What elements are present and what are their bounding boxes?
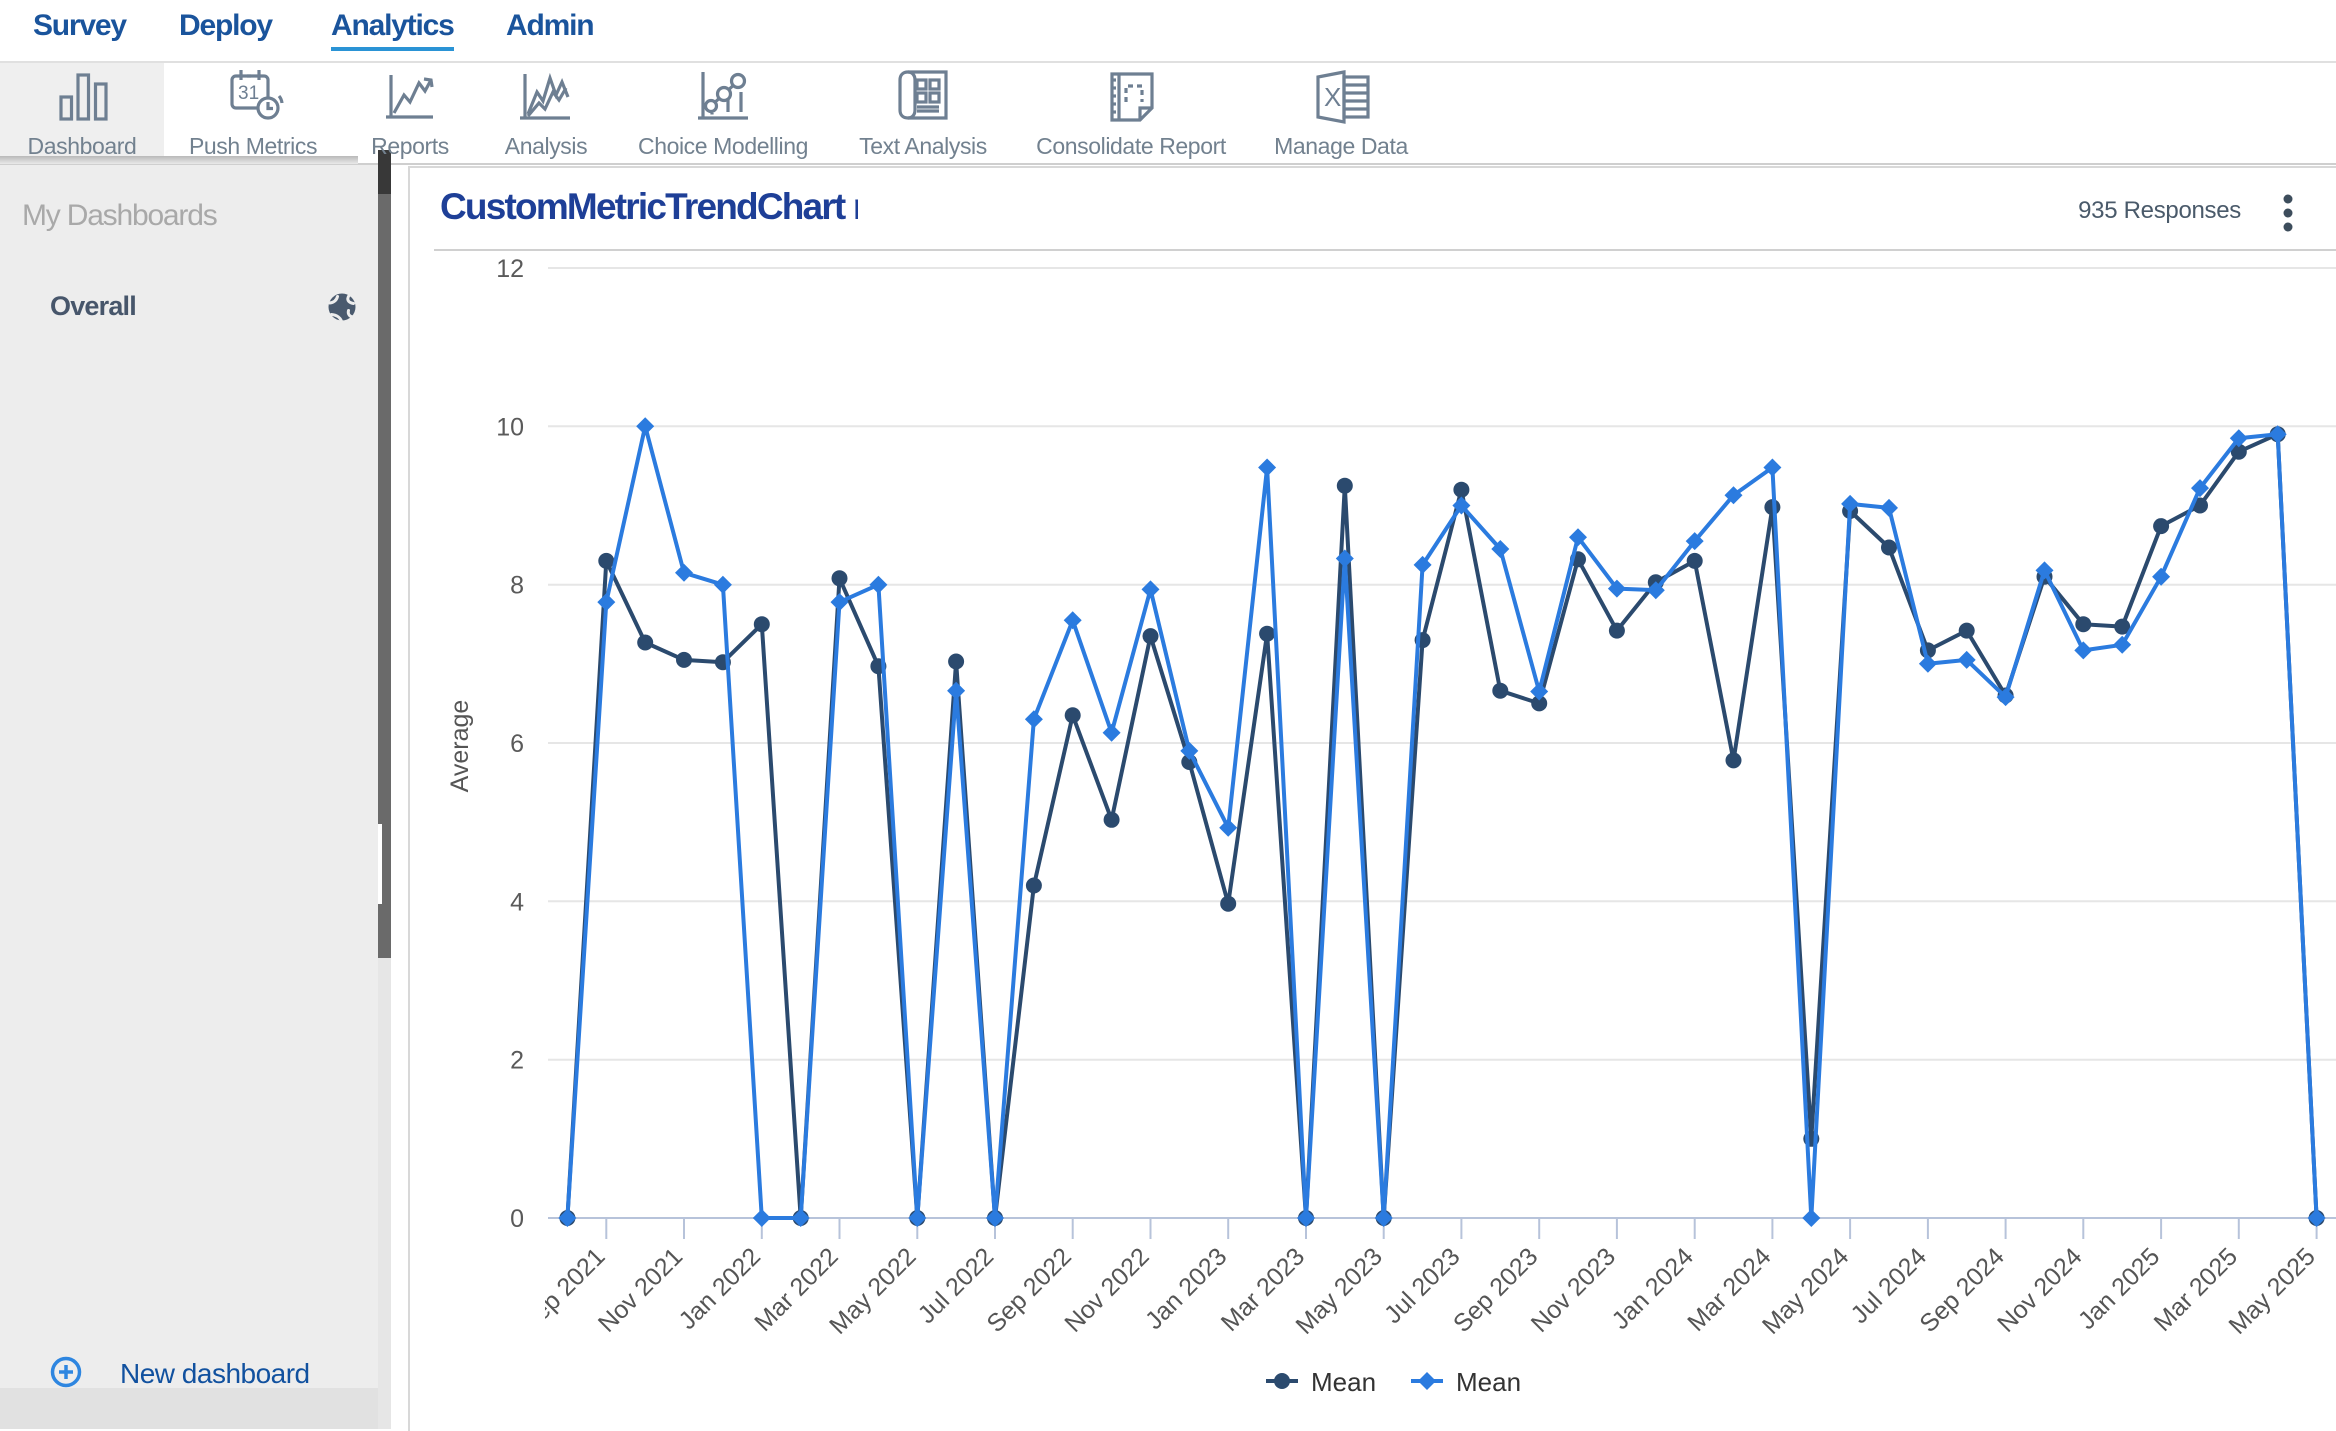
svg-text:10: 10 xyxy=(496,413,524,441)
svg-text:31: 31 xyxy=(238,83,259,104)
svg-text:4: 4 xyxy=(510,888,524,916)
svg-text:6: 6 xyxy=(510,730,524,758)
svg-text:Nov 2024: Nov 2024 xyxy=(1992,1242,2088,1338)
svg-text:Sep 2022: Sep 2022 xyxy=(981,1242,1076,1337)
svg-text:Mean: Mean xyxy=(1311,1367,1376,1397)
svg-text:May 2024: May 2024 xyxy=(1757,1242,1855,1340)
svg-text:Sep 2024: Sep 2024 xyxy=(1914,1242,2010,1338)
svg-text:Average: Average xyxy=(446,700,474,793)
svg-text:0: 0 xyxy=(510,1205,524,1233)
svg-text:12: 12 xyxy=(496,255,524,283)
svg-text:Nov 2023: Nov 2023 xyxy=(1526,1242,1621,1337)
svg-text:May 2025: May 2025 xyxy=(2223,1242,2320,1339)
svg-text:X: X xyxy=(1324,82,1341,112)
svg-text:8: 8 xyxy=(510,572,524,600)
svg-text:Mean: Mean xyxy=(1456,1367,1521,1397)
svg-text:Sep 2023: Sep 2023 xyxy=(1448,1242,1543,1337)
svg-text:May 2022: May 2022 xyxy=(824,1242,921,1339)
svg-text:Sep 2021: Sep 2021 xyxy=(515,1242,610,1337)
svg-text:May 2023: May 2023 xyxy=(1291,1242,1388,1339)
svg-text:2: 2 xyxy=(510,1047,524,1075)
svg-text:Nov 2022: Nov 2022 xyxy=(1059,1242,1154,1337)
svg-text:Nov 2021: Nov 2021 xyxy=(593,1242,688,1337)
